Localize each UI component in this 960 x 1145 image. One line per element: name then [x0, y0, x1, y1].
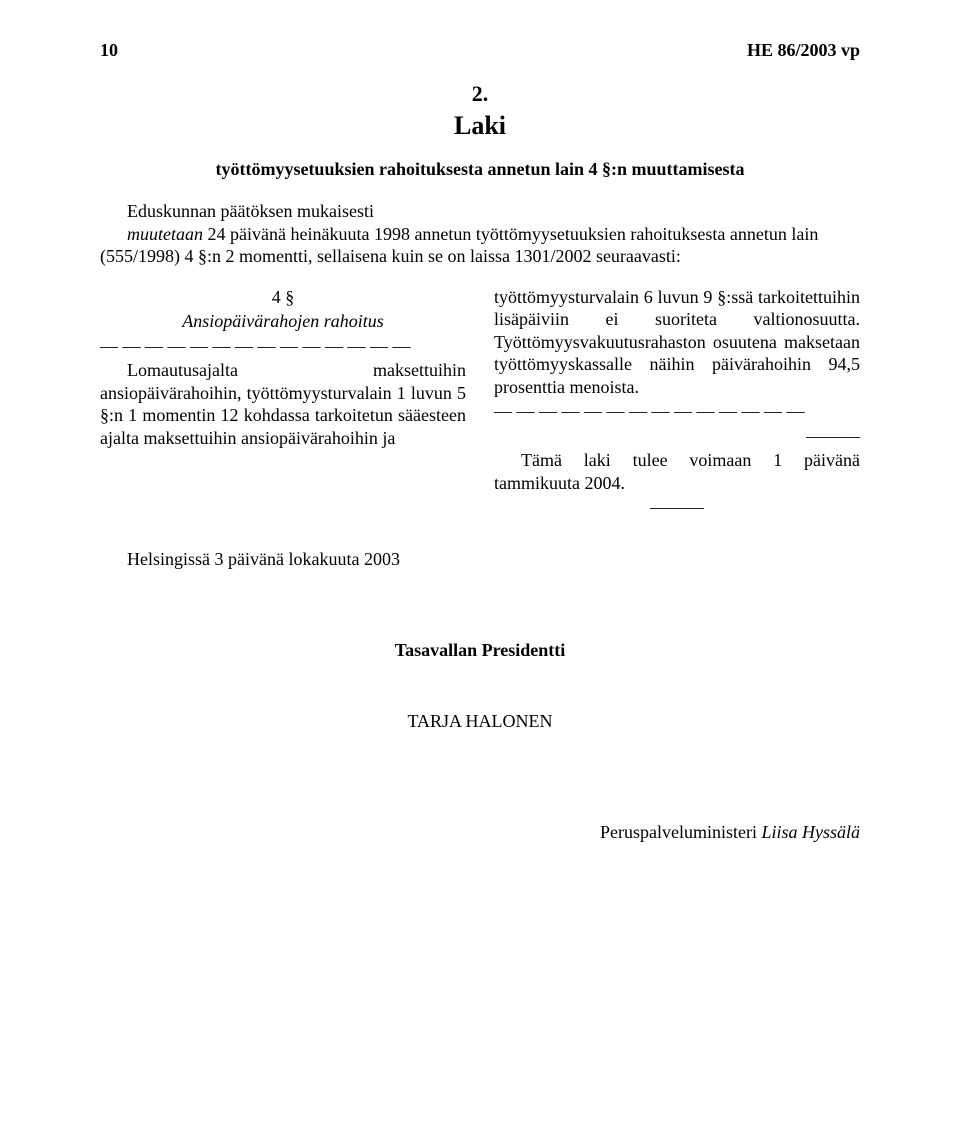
preamble-line1: Eduskunnan päätöksen mukaisesti: [127, 201, 374, 221]
right-dashes: — — — — — — — — — — — — — —: [494, 400, 860, 423]
document-page: 10 HE 86/2003 vp 2. Laki työttömyysetuuk…: [0, 0, 960, 1145]
right-short-dash: ———: [494, 425, 860, 448]
minister-line: Peruspalveluministeri Liisa Hyssälä: [100, 822, 860, 843]
right-column: työttömyysturvalain 6 luvun 9 §:ssä tark…: [494, 286, 860, 521]
section-title: Ansiopäivärahojen rahoitus: [100, 310, 466, 333]
left-column: 4 § Ansiopäivärahojen rahoitus — — — — —…: [100, 286, 466, 521]
helsinki-date: Helsingissä 3 päivänä lokakuuta 2003: [100, 549, 860, 570]
section-number: 4 §: [100, 286, 466, 309]
president-title: Tasavallan Presidentti: [100, 640, 860, 661]
minister-label: Peruspalveluministeri: [600, 822, 761, 842]
preamble-muutetaan: muutetaan: [127, 224, 203, 244]
president-block: Tasavallan Presidentti TARJA HALONEN: [100, 640, 860, 732]
left-body: Lomautusajalta maksettuihin ansiopäivära…: [100, 359, 466, 449]
preamble-rest: 24 päivänä heinäkuuta 1998 annetun tyött…: [100, 224, 818, 267]
doc-reference: HE 86/2003 vp: [747, 40, 860, 61]
two-column-body: 4 § Ansiopäivärahojen rahoitus — — — — —…: [100, 286, 860, 521]
right-body1: työttömyysturvalain 6 luvun 9 §:ssä tark…: [494, 286, 860, 399]
minister-name: Liisa Hyssälä: [761, 822, 860, 842]
page-header: 10 HE 86/2003 vp: [100, 40, 860, 61]
right-short-dash2: ———: [494, 496, 860, 519]
right-body2: Tämä laki tulee voimaan 1 päivänä tammik…: [494, 449, 860, 494]
preamble-block: Eduskunnan päätöksen mukaisesti muutetaa…: [100, 200, 860, 268]
page-number: 10: [100, 40, 118, 61]
law-subtitle: työttömyysetuuksien rahoituksesta annetu…: [100, 159, 860, 180]
left-dashes: — — — — — — — — — — — — — —: [100, 335, 466, 358]
president-name: TARJA HALONEN: [100, 711, 860, 732]
law-number: 2.: [100, 81, 860, 107]
law-word: Laki: [100, 111, 860, 141]
